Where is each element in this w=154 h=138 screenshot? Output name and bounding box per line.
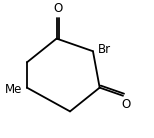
Text: O: O — [53, 2, 63, 14]
Text: O: O — [122, 98, 131, 111]
Text: Me: Me — [5, 83, 22, 96]
Text: Br: Br — [98, 43, 111, 56]
